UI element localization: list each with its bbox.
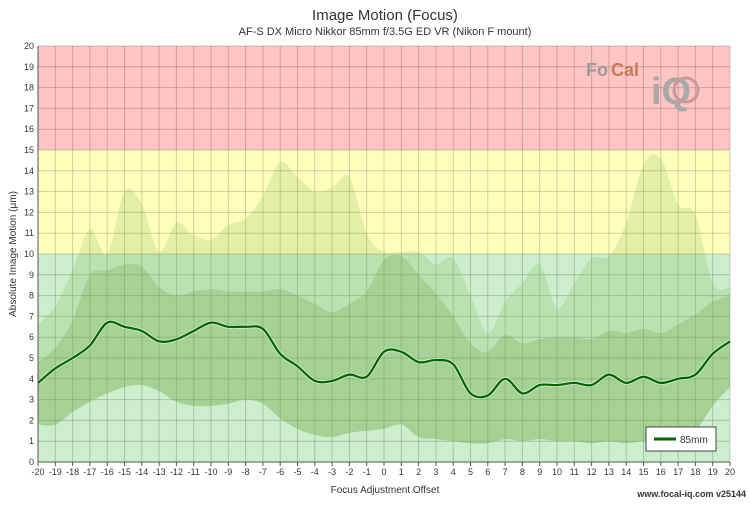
y-tick-label-5: 5 [29, 353, 34, 363]
x-tick-label-35: 15 [638, 467, 648, 477]
y-tick-label-20: 20 [24, 41, 34, 51]
x-tick-label-23: 3 [433, 467, 438, 477]
x-tick-label-2: -18 [66, 467, 79, 477]
y-tick-label-16: 16 [24, 124, 34, 134]
x-tick-label-29: 9 [537, 467, 542, 477]
x-tick-label-20: 0 [381, 467, 386, 477]
series-line-0 [37, 320, 731, 399]
y-tick-label-8: 8 [29, 291, 34, 301]
legend-label: 85mm [680, 435, 708, 446]
x-tick-label-7: -13 [153, 467, 166, 477]
x-tick-label-16: -4 [311, 467, 319, 477]
y-tick-label-15: 15 [24, 145, 34, 155]
x-tick-label-13: -7 [259, 467, 267, 477]
x-tick-label-39: 19 [708, 467, 718, 477]
chart-subtitle: AF-S DX Micro Nikkor 85mm f/3.5G ED VR (… [239, 26, 532, 38]
x-tick-label-14: -6 [276, 467, 284, 477]
x-tick-label-28: 8 [520, 467, 525, 477]
y-tick-label-10: 10 [24, 249, 34, 259]
x-tick-label-30: 10 [552, 467, 562, 477]
y-tick-label-14: 14 [24, 166, 34, 176]
y-tick-label-4: 4 [29, 374, 34, 384]
outer-variation-band [38, 154, 730, 444]
x-tick-label-19: -1 [363, 467, 371, 477]
x-tick-label-6: -14 [135, 467, 148, 477]
y-tick-label-6: 6 [29, 332, 34, 342]
magnifier-icon [672, 76, 700, 104]
x-tick-label-33: 13 [604, 467, 614, 477]
x-tick-label-0: -20 [31, 467, 44, 477]
x-tick-label-15: -5 [293, 467, 301, 477]
y-tick-label-18: 18 [24, 83, 34, 93]
x-tick-label-31: 11 [570, 467, 579, 477]
x-tick-label-37: 17 [673, 467, 683, 477]
x-tick-label-27: 7 [503, 467, 508, 477]
zone-band-0 [38, 254, 730, 462]
y-tick-label-12: 12 [24, 207, 34, 217]
logo-text-left: Fo [586, 60, 608, 80]
x-tick-label-17: -3 [328, 467, 336, 477]
y-tick-label-9: 9 [29, 270, 34, 280]
x-tick-label-21: 1 [399, 467, 404, 477]
x-tick-labels: -20 -19 -18 -17 -16 -15 -14 -13 -12 -11 -10 -9 -8 -7-… [31, 462, 735, 477]
x-tick-label-8: -12 [170, 467, 183, 477]
x-tick-label-22: 2 [416, 467, 421, 477]
legend: 85mm [645, 426, 717, 452]
x-tick-label-9: -11 [188, 467, 200, 477]
x-tick-label-32: 12 [587, 467, 597, 477]
y-tick-label-3: 3 [29, 395, 34, 405]
zone-band-2 [38, 46, 730, 150]
x-tick-label-18: -2 [345, 467, 353, 477]
y-tick-label-11: 11 [25, 228, 34, 238]
x-tick-label-38: 18 [690, 467, 700, 477]
x-axis-label: Focus Adjustment Offset [331, 485, 440, 496]
y-axis-label: Absolute Image Motion (μm) [8, 191, 19, 317]
quality-zones [38, 46, 730, 462]
focal-iq-logo: Fo Cal iQ [586, 60, 700, 113]
x-tick-label-4: -16 [101, 467, 114, 477]
variation-bands [38, 154, 730, 444]
x-tick-label-25: 5 [468, 467, 473, 477]
logo-text-mid: Cal [611, 60, 639, 80]
inner-variation-band [38, 254, 730, 444]
y-tick-label-7: 7 [29, 311, 34, 321]
x-tick-label-12: -8 [242, 467, 250, 477]
footer-credit: www.focal-iq.com v25144 [636, 489, 746, 499]
y-tick-label-19: 19 [24, 62, 34, 72]
series-lines [36, 319, 732, 400]
x-tick-label-36: 16 [656, 467, 666, 477]
y-tick-label-2: 2 [29, 415, 34, 425]
zone-band-1 [38, 150, 730, 254]
x-tick-label-26: 6 [485, 467, 490, 477]
y-tick-label-17: 17 [24, 103, 34, 113]
x-tick-label-5: -15 [118, 467, 131, 477]
x-tick-label-1: -19 [49, 467, 62, 477]
x-tick-label-11: -9 [224, 467, 232, 477]
y-tick-label-1: 1 [29, 436, 34, 446]
y-tick-label-0: 0 [29, 457, 34, 467]
x-tick-label-24: 4 [451, 467, 456, 477]
x-tick-label-10: -10 [204, 467, 217, 477]
x-tick-label-34: 14 [621, 467, 631, 477]
chart-title: Image Motion (Focus) [312, 7, 458, 24]
x-tick-label-40: 20 [725, 467, 735, 477]
x-tick-label-3: -17 [83, 467, 96, 477]
y-tick-label-13: 13 [24, 187, 34, 197]
